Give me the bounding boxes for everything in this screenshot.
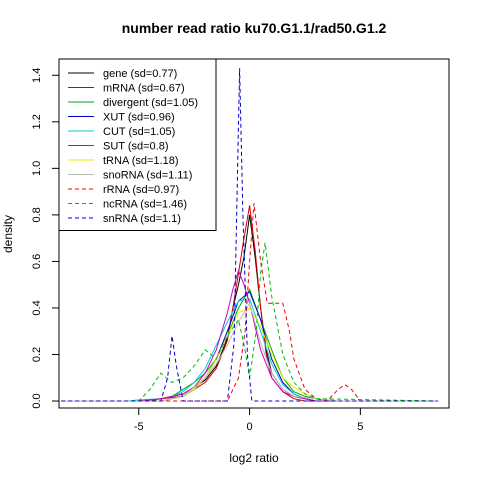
series-lines <box>61 68 438 402</box>
y-axis-label: density <box>1 215 15 253</box>
series-line-10 <box>61 68 438 402</box>
legend-entry: XUT (sd=0.96) <box>103 112 175 124</box>
series-line-8 <box>61 203 438 402</box>
series-line-6 <box>61 307 438 402</box>
y-tick-label: 0.2 <box>31 347 43 362</box>
legend-entry: snoRNA (sd=1.11) <box>103 170 192 182</box>
legend-entry: gene (sd=0.77) <box>103 68 177 80</box>
y-tick-label: 1.4 <box>31 68 43 83</box>
y-tick-label: 1.2 <box>31 114 43 129</box>
x-axis: -5 0 5 <box>134 408 363 433</box>
chart-title: number read ratio ku70.G1.1/rad50.G1.2 <box>122 20 387 36</box>
legend-entry: tRNA (sd=1.18) <box>103 155 179 167</box>
x-axis-label: log2 ratio <box>229 451 279 465</box>
x-tick-label: 0 <box>247 421 253 433</box>
series-line-5 <box>61 269 438 402</box>
x-tick-label: 5 <box>357 421 363 433</box>
legend-entry: mRNA (sd=0.67) <box>103 83 185 95</box>
y-tick-label: 1.0 <box>31 161 43 176</box>
y-tick-label: 0.6 <box>31 254 43 269</box>
legend-entry: rRNA (sd=0.97) <box>103 184 179 196</box>
series-line-7 <box>61 302 438 402</box>
y-tick-label: 0.0 <box>31 393 43 408</box>
y-tick-label: 0.8 <box>31 207 43 222</box>
x-tick-label: -5 <box>134 421 144 433</box>
y-axis: 0.0 0.2 0.4 0.6 0.8 1.0 1.2 1.4 <box>31 68 59 409</box>
legend-entry: divergent (sd=1.05) <box>103 97 198 109</box>
y-tick-label: 0.4 <box>31 300 43 315</box>
legend-entry: SUT (sd=0.8) <box>103 141 169 153</box>
legend-entry: ncRNA (sd=1.46) <box>103 199 187 211</box>
legend: gene (sd=0.77) mRNA (sd=0.67) divergent (s… <box>58 58 217 231</box>
plot-box <box>58 58 450 409</box>
legend-entry: CUT (sd=1.05) <box>103 126 175 138</box>
series-line-9 <box>61 242 438 402</box>
legend-entry: snRNA (sd=1.1) <box>103 213 181 225</box>
